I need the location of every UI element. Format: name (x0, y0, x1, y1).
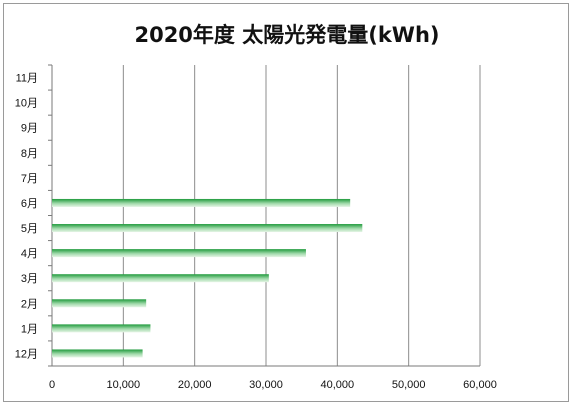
y-tick-label: 5月 (21, 223, 38, 235)
chart-title: 2020年度 太陽光発電量(kWh) (134, 23, 440, 47)
x-tick-label: 20,000 (178, 379, 212, 391)
y-tick-label: 2月 (21, 298, 38, 310)
x-tick-label: 50,000 (392, 379, 426, 391)
y-tick-label: 9月 (21, 123, 38, 135)
y-tick-label: 7月 (21, 173, 38, 185)
bar-5月 (52, 224, 363, 233)
bar-6月 (52, 198, 351, 207)
y-tick-label: 1月 (21, 323, 38, 335)
bar-3月 (52, 274, 269, 283)
y-tick-label: 8月 (21, 148, 38, 160)
y-tick-label: 11月 (16, 73, 38, 85)
x-tick-label: 30,000 (249, 379, 283, 391)
bar-2月 (52, 299, 147, 308)
y-tick-label: 6月 (21, 198, 38, 210)
y-tick-label: 10月 (15, 98, 38, 110)
x-tick-label: 40,000 (321, 379, 355, 391)
y-tick-label: 12月 (15, 348, 38, 360)
bar-1月 (52, 324, 151, 333)
y-tick-label: 3月 (21, 273, 38, 285)
bar-4月 (52, 249, 306, 258)
x-tick-label: 10,000 (107, 379, 141, 391)
bar-12月 (52, 349, 143, 358)
x-tick-label: 0 (49, 379, 55, 391)
y-tick-label: 4月 (21, 248, 38, 260)
x-tick-label: 60,000 (463, 379, 497, 391)
